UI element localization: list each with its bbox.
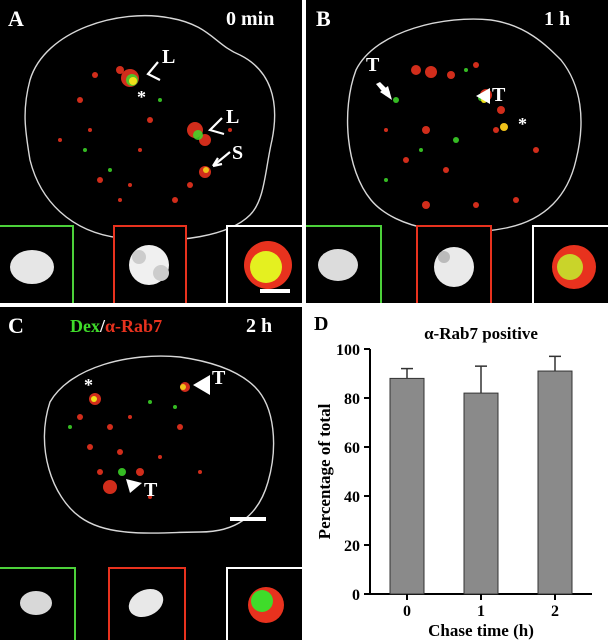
inset-blob <box>434 247 474 287</box>
x-axis-label: Chase time (h) <box>428 621 534 640</box>
x-tick-label-2: 2 <box>551 603 559 620</box>
inset-blob <box>552 245 596 289</box>
y-tick-label: 0 <box>352 587 360 604</box>
legend-rab7: α-Rab7 <box>105 316 163 336</box>
panel-d: D α-Rab7 positive 0 20 40 60 80 100 0 1 2 Chase ti… <box>306 307 608 640</box>
panel-c-micrograph <box>43 355 275 534</box>
panel-b-micrograph <box>346 18 582 233</box>
legend-separator: / <box>100 316 106 336</box>
annotation-t2: T <box>492 84 506 106</box>
panel-a-inset-green <box>0 225 74 303</box>
annotation-star: * <box>84 375 93 395</box>
panel-c-label: C <box>8 313 24 338</box>
panel-c-inset-green <box>0 567 76 640</box>
panel-c-inset-red <box>108 567 186 640</box>
annotation-t1: T <box>212 367 226 389</box>
panel-a-time: 0 min <box>226 8 275 30</box>
bar-2 <box>537 370 573 595</box>
panel-b-inset-green <box>306 225 382 303</box>
annotation-l1: L <box>162 46 176 68</box>
annotation-t2: T <box>144 479 158 501</box>
panel-c-inset-merge <box>226 567 302 640</box>
panel-d-label: D <box>314 313 329 335</box>
inset-blob <box>129 245 169 285</box>
y-tick-label: 60 <box>344 440 360 457</box>
panel-c: C Dex/α-Rab7 2 h T T * <box>0 307 302 640</box>
y-tick-label: 20 <box>344 538 360 555</box>
panel-a: A 0 min L L S * <box>0 0 302 303</box>
panel-b: B 1 h T T * <box>306 0 608 303</box>
chart-title: α-Rab7 positive <box>424 324 538 343</box>
panel-a-micrograph <box>24 14 276 241</box>
y-tick-label: 100 <box>336 342 360 359</box>
inset-blob <box>20 591 52 615</box>
inset-blob <box>318 249 358 281</box>
bar-0 <box>389 377 425 595</box>
y-tick-label: 80 <box>344 391 360 408</box>
annotation-l2: L <box>226 106 240 128</box>
panel-b-label: B <box>316 6 331 31</box>
panel-b-inset-red <box>416 225 492 303</box>
annotation-star: * <box>137 87 146 107</box>
x-tick-label-0: 0 <box>403 603 411 620</box>
annotation-s: S <box>232 142 244 164</box>
annotation-star: * <box>518 114 527 134</box>
inset-blob <box>248 587 284 623</box>
annotation-t1: T <box>366 54 380 76</box>
panel-a-inset-red <box>113 225 187 303</box>
channel-legend: Dex/α-Rab7 <box>70 316 162 337</box>
panel-b-time: 1 h <box>544 8 571 30</box>
bar-chart: α-Rab7 positive 0 20 40 60 80 100 0 1 2 Chase time… <box>315 324 592 640</box>
bar-1 <box>463 392 499 595</box>
inset-blob <box>10 250 54 284</box>
y-tick-label: 40 <box>344 489 360 506</box>
x-tick-label-1: 1 <box>477 603 485 620</box>
inset-blob <box>128 588 164 618</box>
panel-c-time: 2 h <box>246 315 273 337</box>
inset-blob <box>244 241 292 293</box>
panel-a-inset-merge <box>226 225 302 303</box>
panel-b-inset-merge <box>532 225 608 303</box>
legend-dex: Dex <box>70 316 100 336</box>
panel-a-label: A <box>8 6 24 31</box>
y-axis-label: Percentage of total <box>315 403 334 539</box>
